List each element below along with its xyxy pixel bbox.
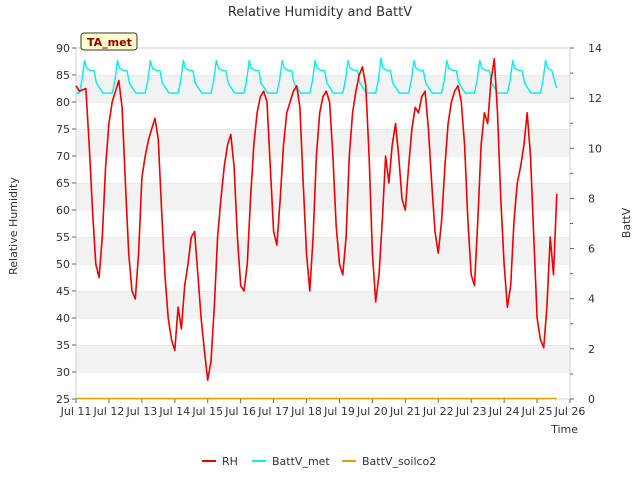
y-right-tick-label: 10 <box>588 142 602 155</box>
grid-band <box>76 102 570 129</box>
x-tick-label: Jul 18 <box>290 405 322 418</box>
grid-band <box>76 372 570 399</box>
x-tick-label: Jul 19 <box>323 405 355 418</box>
y-left-tick-label: 25 <box>56 393 70 406</box>
station-badge: TA_met <box>80 32 138 51</box>
x-tick-label: Jul 22 <box>422 405 454 418</box>
x-tick-label: Jul 26 <box>554 405 586 418</box>
x-tick-label: Jul 13 <box>125 405 157 418</box>
y-left-tick-label: 50 <box>56 258 70 271</box>
y-left-tick-label: 65 <box>56 177 70 190</box>
grid-band <box>76 318 570 345</box>
legend-label-battv-met: BattV_met <box>272 455 330 468</box>
y-left-tick-label: 80 <box>56 96 70 109</box>
legend-label-rh: RH <box>222 455 238 468</box>
grid-band <box>76 156 570 183</box>
y-left-tick-label: 85 <box>56 69 70 82</box>
grid-bands <box>76 47 570 399</box>
grid-band <box>76 183 570 210</box>
y-left-tick-label: 90 <box>56 42 70 55</box>
station-badge-label: TA_met <box>87 36 132 49</box>
y-right-tick-label: 8 <box>588 192 595 205</box>
x-axis: Jul 11 Jul 12 Jul 13 Jul 14 Jul 15 Jul 16 Jul … <box>60 399 586 418</box>
y-left-tick-label: 75 <box>56 123 70 136</box>
grid-band <box>76 210 570 237</box>
y-axis-right-label: BattV <box>620 207 633 238</box>
x-tick-label: Jul 16 <box>224 405 256 418</box>
y-axis-left: 25 30 35 40 45 50 55 60 65 70 75 80 85 90 <box>56 42 76 406</box>
y-axis-left-label: Relative Humidity <box>7 177 20 275</box>
y-left-tick-label: 55 <box>56 231 70 244</box>
y-right-tick-label: 12 <box>588 92 602 105</box>
grid-band <box>76 291 570 318</box>
grid-band <box>76 237 570 264</box>
y-right-tick-label: 4 <box>588 293 595 306</box>
y-left-tick-label: 35 <box>56 339 70 352</box>
x-tick-label: Jul 11 <box>60 405 92 418</box>
y-right-tick-label: 6 <box>588 243 595 256</box>
grid-band <box>76 264 570 291</box>
y-left-tick-label: 70 <box>56 150 70 163</box>
chart-title: Relative Humidity and BattV <box>228 5 412 20</box>
y-right-tick-label: 14 <box>588 42 602 55</box>
x-tick-label: Jul 17 <box>257 405 289 418</box>
y-axis-right: 0 2 4 6 8 10 12 14 <box>570 42 602 406</box>
legend-label-battv-soilco2: BattV_soilco2 <box>362 455 436 468</box>
x-tick-label: Jul 23 <box>455 405 487 418</box>
y-left-tick-label: 40 <box>56 312 70 325</box>
y-right-tick-label: 0 <box>588 393 595 406</box>
series-line-rh <box>75 57 558 381</box>
y-left-tick-label: 45 <box>56 285 70 298</box>
y-right-tick-label: 2 <box>588 343 595 356</box>
x-tick-label: Jul 25 <box>521 405 553 418</box>
x-tick-label: Jul 21 <box>389 405 421 418</box>
y-left-tick-label: 30 <box>56 366 70 379</box>
x-tick-label: Jul 15 <box>191 405 223 418</box>
legend: RH BattV_met BattV_soilco2 <box>202 455 436 468</box>
x-tick-label: Jul 24 <box>488 405 520 418</box>
y-left-tick-label: 60 <box>56 204 70 217</box>
grid-band <box>76 345 570 372</box>
x-tick-label: Jul 20 <box>356 405 388 418</box>
x-axis-label: Time <box>550 423 578 436</box>
x-tick-label: Jul 14 <box>158 405 190 418</box>
x-tick-label: Jul 12 <box>93 405 125 418</box>
series-lines <box>75 57 558 400</box>
series-line-battv-met <box>76 57 558 94</box>
